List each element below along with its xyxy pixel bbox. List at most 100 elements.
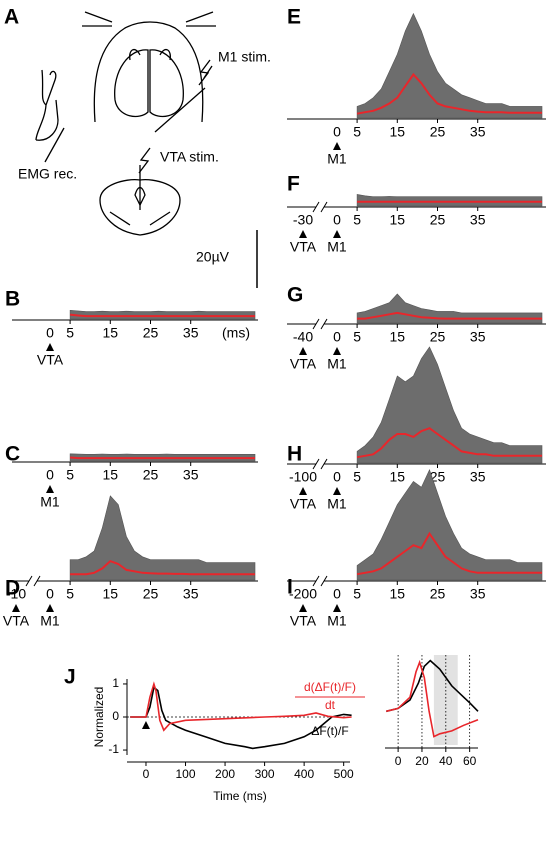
x-tick-label: 5 xyxy=(66,467,74,483)
x-tick-label: 0 xyxy=(143,767,150,781)
x-tick-label: 60 xyxy=(463,754,477,768)
y-axis-label: Normalized xyxy=(92,687,106,748)
stim-arrow xyxy=(333,604,341,612)
head-outline xyxy=(93,21,204,123)
stim-arrow xyxy=(46,343,54,351)
emg-wire xyxy=(44,127,65,163)
emg-mean xyxy=(356,72,542,115)
emg-mean xyxy=(70,559,255,576)
axis-break xyxy=(25,575,41,587)
stim-arrow xyxy=(299,347,307,355)
stim-arrow xyxy=(141,721,150,729)
stim-arrow xyxy=(333,487,341,495)
electrode xyxy=(154,87,206,133)
x-tick-label: 5 xyxy=(66,325,74,341)
stim-time: 0 xyxy=(333,586,341,602)
forelimb xyxy=(35,69,59,141)
x-tick-label: 25 xyxy=(430,329,446,345)
stim-arrow xyxy=(333,347,341,355)
stim-arrow xyxy=(46,604,54,612)
x-tick-label: 5 xyxy=(353,124,361,140)
x-tick-label: 500 xyxy=(334,767,354,781)
emg-mean xyxy=(356,531,542,576)
axis-break xyxy=(312,201,328,213)
stim-time: 0 xyxy=(333,329,341,345)
panel-label: E xyxy=(287,6,301,29)
axis-break xyxy=(312,458,328,470)
stim-arrow xyxy=(12,604,20,612)
x-tick-label: 300 xyxy=(255,767,275,781)
x-tick-label: 15 xyxy=(390,212,406,228)
x-tick-label: 35 xyxy=(183,325,199,341)
x-tick-label: 5 xyxy=(353,469,361,485)
diagram: A M1 stim. EMG rec. VTA stim. xyxy=(4,6,271,236)
x-tick-label: 25 xyxy=(430,124,446,140)
x-tick-label: 25 xyxy=(430,212,446,228)
m1-stim-label: M1 stim. xyxy=(218,49,271,65)
stim-site: VTA xyxy=(290,496,317,512)
panel-label: I xyxy=(287,576,293,599)
y-tick-label: 0 xyxy=(112,709,119,723)
whiskers xyxy=(82,11,216,27)
y-tick-label: -1 xyxy=(108,742,119,756)
trace xyxy=(130,681,352,732)
stim-site: M1 xyxy=(327,496,347,512)
panel-label: B xyxy=(5,288,20,311)
emg-mean xyxy=(357,311,542,320)
stim-arrow xyxy=(333,230,341,238)
panel-label: F xyxy=(287,173,300,196)
stim-time: -200 xyxy=(289,586,317,602)
axis-break xyxy=(312,575,328,587)
stim-site: VTA xyxy=(3,613,30,629)
x-tick-label: 25 xyxy=(430,586,446,602)
x-tick-label: 15 xyxy=(390,469,406,485)
x-tick-label: 15 xyxy=(390,124,406,140)
x-tick-label: 25 xyxy=(143,467,159,483)
emg-traces xyxy=(356,12,543,119)
stim-time: 0 xyxy=(46,325,54,341)
emg-traces xyxy=(356,194,543,207)
x-tick-label: 200 xyxy=(215,767,235,781)
x-tick-label: 100 xyxy=(176,767,196,781)
series-label: dt xyxy=(325,698,336,712)
x-tick-label: 35 xyxy=(183,467,199,483)
x-tick-label: 0 xyxy=(395,754,402,768)
stim-site: VTA xyxy=(37,352,64,368)
emg-mean xyxy=(69,313,255,318)
x-tick-label: 35 xyxy=(470,329,486,345)
x-tick-label: 400 xyxy=(294,767,314,781)
x-tick-label: 25 xyxy=(430,469,446,485)
x-tick-label: 15 xyxy=(390,329,406,345)
emg-traces xyxy=(69,309,256,320)
panel-label: J xyxy=(64,666,76,689)
x-tick-label: 35 xyxy=(470,124,486,140)
axis-break xyxy=(312,318,328,330)
emg-mean xyxy=(356,427,542,459)
stim-site: VTA xyxy=(290,239,317,255)
stim-arrow xyxy=(299,604,307,612)
x-tick-label: 25 xyxy=(143,325,159,341)
stim-arrow xyxy=(299,230,307,238)
panel-label: D xyxy=(5,577,20,600)
brain-structures xyxy=(109,186,171,226)
x-tick-label: 5 xyxy=(353,212,361,228)
time-unit: (ms) xyxy=(222,325,250,341)
stim-site: M1 xyxy=(327,239,347,255)
trace xyxy=(386,659,479,713)
stim-time: -40 xyxy=(293,329,313,345)
stim-time: 0 xyxy=(46,586,54,602)
panel-label: H xyxy=(287,443,302,466)
x-tick-label: 20 xyxy=(415,754,429,768)
scale-bar-label: 20µV xyxy=(196,249,230,265)
stim-time: 0 xyxy=(333,124,341,140)
x-tick-label: 5 xyxy=(66,586,74,602)
stim-arrow xyxy=(299,487,307,495)
stim-site: VTA xyxy=(290,356,317,372)
stim-time: 0 xyxy=(333,212,341,228)
trace xyxy=(386,659,479,738)
x-tick-label: 5 xyxy=(353,586,361,602)
vta-stim-label: VTA stim. xyxy=(160,149,219,165)
x-tick-label: 35 xyxy=(470,469,486,485)
series-label: ΔF(t)/F xyxy=(311,724,348,738)
